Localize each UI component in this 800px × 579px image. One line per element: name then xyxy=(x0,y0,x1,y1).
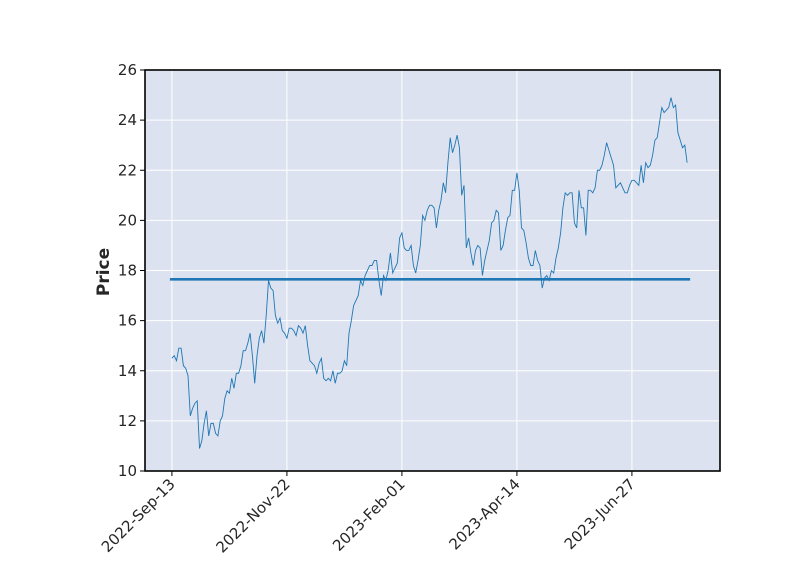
x-tick-label: 2023-Feb-01 xyxy=(329,475,409,555)
y-axis-label: Price xyxy=(94,248,114,296)
x-tick-label: 2023-Jun-27 xyxy=(561,475,639,553)
y-tick-label: 26 xyxy=(118,61,137,79)
y-tick-label: 14 xyxy=(118,362,137,380)
price-line xyxy=(171,97,688,449)
y-tick-label: 18 xyxy=(118,262,137,280)
y-tick-label: 16 xyxy=(118,312,137,330)
y-tick-label: 24 xyxy=(118,111,137,129)
y-tick-label: 12 xyxy=(118,412,137,430)
y-tick-label: 20 xyxy=(118,211,137,229)
x-tick-label: 2022-Nov-22 xyxy=(212,475,293,556)
x-tick-label: 2022-Sep-13 xyxy=(98,475,179,556)
y-tick-label: 10 xyxy=(118,462,137,480)
y-tick-label: 22 xyxy=(118,161,137,179)
x-tick-label: 2023-Apr-14 xyxy=(445,475,523,553)
